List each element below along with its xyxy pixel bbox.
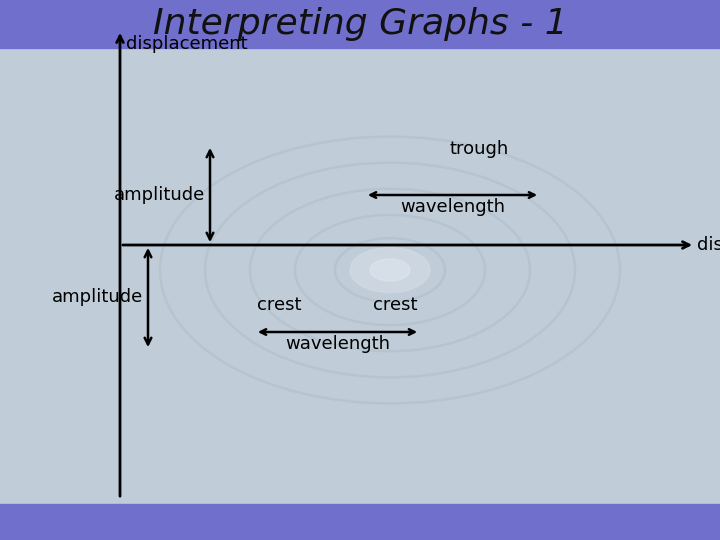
Bar [0,48,720,504]
Text: distance: distance [697,236,720,254]
Text: amplitude: amplitude [52,288,143,307]
Bar [0,0,720,48]
Text: amplitude: amplitude [114,186,205,204]
Text: trough: trough [450,140,509,158]
Ellipse shape [370,259,410,281]
Text: Interpreting Graphs - 1: Interpreting Graphs - 1 [153,7,567,41]
Ellipse shape [350,247,430,293]
Text: wavelength: wavelength [285,335,390,353]
Text: wavelength: wavelength [400,198,505,216]
Bar [0,504,720,540]
Text: displacement: displacement [126,35,248,53]
Text: crest: crest [374,296,418,314]
Text: crest: crest [257,296,302,314]
